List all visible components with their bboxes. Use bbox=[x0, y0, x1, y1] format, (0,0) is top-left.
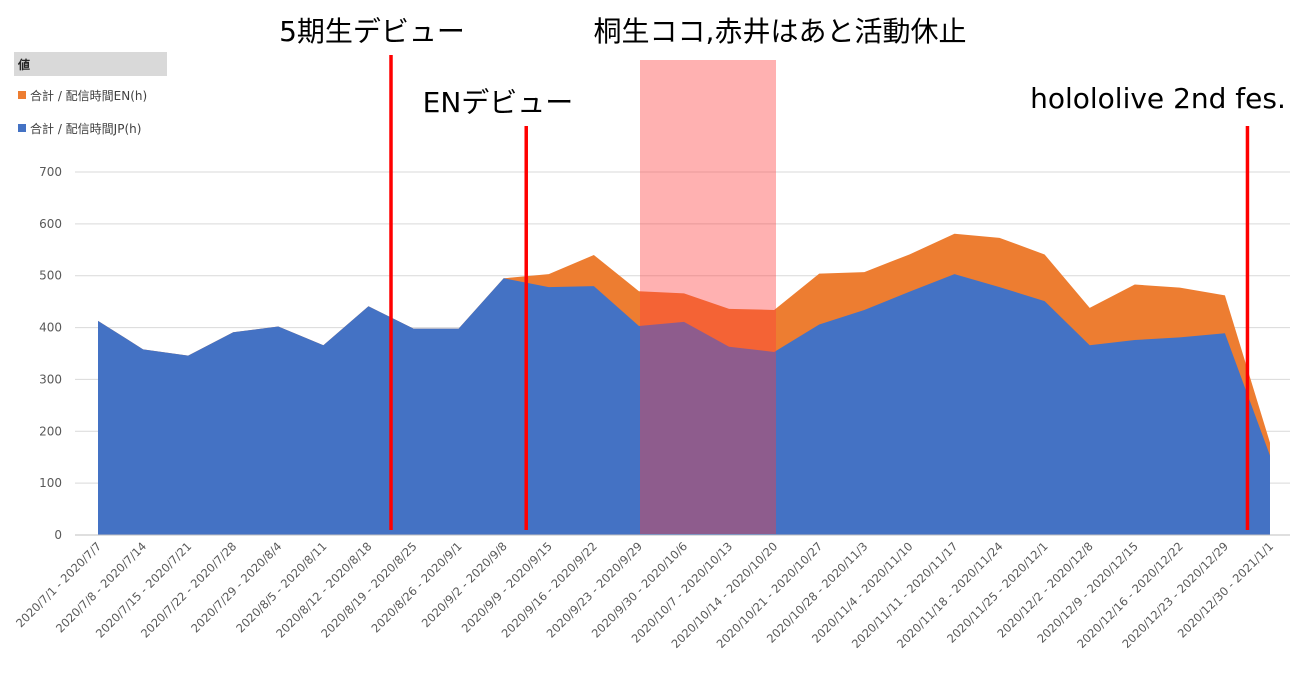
annotation-label: 5期生デビュー bbox=[279, 15, 465, 48]
hiatus-highlight-band bbox=[640, 60, 776, 534]
y-tick-label: 600 bbox=[39, 217, 62, 231]
annotation-label: ENデビュー bbox=[423, 86, 574, 119]
legend-label-en: 合計 / 配信時間EN(h) bbox=[30, 88, 147, 103]
y-tick-label: 700 bbox=[39, 165, 62, 179]
x-tick-label: 2020/7/1 - 2020/7/7 bbox=[13, 539, 104, 630]
y-tick-label: 300 bbox=[39, 372, 62, 386]
y-tick-label: 500 bbox=[39, 269, 62, 283]
x-tick-label: 2020/9/9 - 2020/9/15 bbox=[459, 539, 555, 635]
legend-header-bg bbox=[14, 52, 167, 76]
legend-header: 値 bbox=[17, 57, 30, 72]
annotation-label: 桐生ココ,赤井はあと活動休止 bbox=[594, 15, 967, 48]
x-tick-label: 2020/9/2 - 2020/9/8 bbox=[419, 539, 510, 630]
y-tick-label: 0 bbox=[54, 528, 62, 542]
annotation-label: holololive 2nd fes. bbox=[1030, 82, 1286, 115]
x-tick-label: 2020/8/5 - 2020/8/11 bbox=[233, 539, 329, 635]
y-tick-label: 400 bbox=[39, 321, 62, 335]
legend-swatch-en bbox=[18, 91, 26, 99]
annotation-lines bbox=[389, 55, 1250, 530]
y-tick-label: 200 bbox=[39, 424, 62, 438]
x-tick-label: 2020/8/26 - 2020/9/1 bbox=[369, 539, 465, 635]
annotation-labels: 5期生デビュー ENデビュー holololive 2nd fes. 桐生ココ,赤井は… bbox=[279, 15, 1286, 119]
y-tick-label: 100 bbox=[39, 476, 62, 490]
legend: 値 合計 / 配信時間EN(h) 合計 / 配信時間JP(h) bbox=[14, 52, 167, 136]
legend-swatch-jp bbox=[18, 124, 26, 132]
x-tick-label: 2020/7/29 - 2020/8/4 bbox=[188, 539, 284, 635]
x-tick-label: 2020/7/8 - 2020/7/14 bbox=[53, 539, 149, 635]
y-axis-ticks: 0 100 200 300 400 500 600 700 bbox=[39, 165, 62, 542]
legend-label-jp: 合計 / 配信時間JP(h) bbox=[30, 121, 141, 136]
